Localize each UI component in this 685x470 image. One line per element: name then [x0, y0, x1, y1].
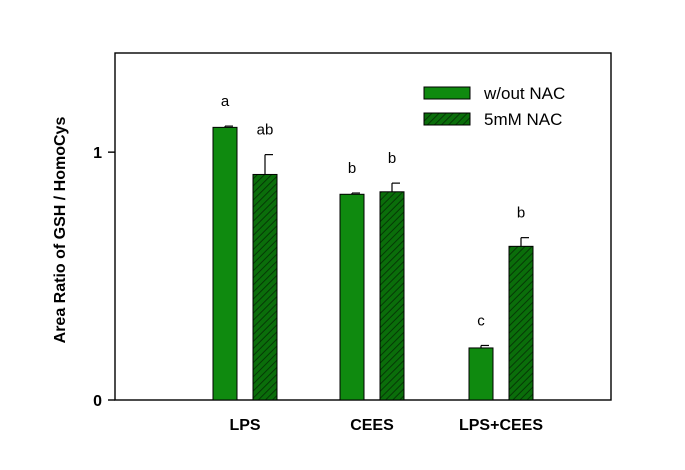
y-axis-title: Area Ratio of GSH / HomoCys	[52, 117, 69, 344]
significance-label-lps-cees-5mm-nac: b	[517, 205, 525, 222]
legend-swatch-w-out-nac	[423, 86, 471, 100]
significance-label-cees-5mm-nac: b	[388, 150, 396, 167]
legend-swatch-5mm-nac	[423, 112, 471, 126]
y-tick-label-1: 1	[93, 145, 102, 162]
significance-label-cees-w-out-nac: b	[348, 160, 356, 177]
bar-lps-w-out-nac	[212, 126, 238, 401]
bar-lps-5mm-nac	[252, 173, 278, 401]
x-category-label-lps-cees: LPS+CEES	[459, 417, 543, 434]
legend: w/out NAC 5mM NAC	[423, 84, 565, 129]
significance-label-lps-w-out-nac: a	[221, 93, 230, 110]
x-category-label-cees: CEES	[350, 417, 394, 434]
bar-lps-cees-5mm-nac	[508, 245, 534, 401]
ticks-layer: 0 1 LPS CEES LPS+CEES	[93, 145, 543, 434]
legend-label-5mm-nac: 5mM NAC	[484, 110, 562, 129]
x-category-label-lps: LPS	[229, 417, 260, 434]
bar-cees-w-out-nac	[339, 193, 365, 401]
bar-cees-5mm-nac	[379, 191, 405, 401]
significance-label-lps-5mm-nac: ab	[257, 122, 274, 139]
legend-label-w-out-nac: w/out NAC	[483, 84, 565, 103]
significance-label-lps-cees-w-out-nac: c	[477, 312, 485, 329]
y-tick-label-0: 0	[93, 393, 102, 410]
bar-lps-cees-w-out-nac	[468, 347, 494, 401]
